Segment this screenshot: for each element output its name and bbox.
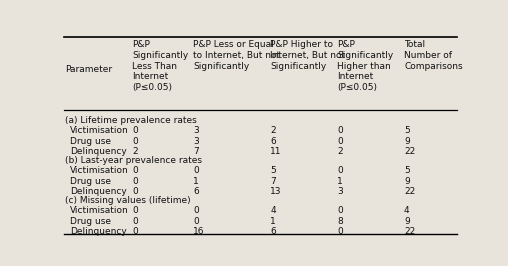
Text: 0: 0 [133,166,138,175]
Text: 2: 2 [133,147,138,156]
Text: 3: 3 [194,137,199,146]
Text: P&P
Significantly
Higher than
Internet
(P≤0.05): P&P Significantly Higher than Internet (… [337,40,393,92]
Text: 13: 13 [270,187,282,196]
Text: 1: 1 [194,177,199,186]
Text: 0: 0 [133,187,138,196]
Text: 4: 4 [270,206,276,215]
Text: 0: 0 [194,217,199,226]
Text: 2: 2 [337,147,343,156]
Text: 0: 0 [194,206,199,215]
Text: 3: 3 [194,126,199,135]
Text: 0: 0 [337,126,343,135]
Text: P&P Higher to
Internet, But not
Significantly: P&P Higher to Internet, But not Signific… [270,40,345,70]
Text: 0: 0 [133,126,138,135]
Text: 2: 2 [270,126,276,135]
Text: Drug use: Drug use [70,177,111,186]
Text: 5: 5 [270,166,276,175]
Text: Victimisation: Victimisation [70,166,129,175]
Text: Victimisation: Victimisation [70,206,129,215]
Text: Parameter: Parameter [66,65,113,74]
Text: 1: 1 [270,217,276,226]
Text: 6: 6 [270,137,276,146]
Text: 0: 0 [337,137,343,146]
Text: Delinquency: Delinquency [70,187,127,196]
Text: 22: 22 [404,227,416,236]
Text: 0: 0 [133,227,138,236]
Text: 4: 4 [404,206,409,215]
Text: P&P Less or Equal
to Internet, But not
Significantly: P&P Less or Equal to Internet, But not S… [194,40,280,70]
Text: 3: 3 [337,187,343,196]
Text: 7: 7 [270,177,276,186]
Text: 0: 0 [133,137,138,146]
Text: Delinquency: Delinquency [70,147,127,156]
Text: (a) Lifetime prevalence rates: (a) Lifetime prevalence rates [66,116,197,125]
Text: 22: 22 [404,187,416,196]
Text: 0: 0 [133,217,138,226]
Text: 8: 8 [337,217,343,226]
Text: 5: 5 [404,126,410,135]
Text: 0: 0 [194,166,199,175]
Text: (b) Last-year prevalence rates: (b) Last-year prevalence rates [66,156,203,165]
Text: 0: 0 [133,177,138,186]
Text: 0: 0 [337,206,343,215]
Text: 5: 5 [404,166,410,175]
Text: 9: 9 [404,177,410,186]
Text: Drug use: Drug use [70,137,111,146]
Text: Total
Number of
Comparisons: Total Number of Comparisons [404,40,463,70]
Text: 22: 22 [404,147,416,156]
Text: 1: 1 [337,177,343,186]
Text: 11: 11 [270,147,282,156]
Text: Drug use: Drug use [70,217,111,226]
Text: 6: 6 [270,227,276,236]
Text: 7: 7 [194,147,199,156]
Text: 9: 9 [404,137,410,146]
Text: Delinquency: Delinquency [70,227,127,236]
Text: Victimisation: Victimisation [70,126,129,135]
Text: 16: 16 [194,227,205,236]
Text: 0: 0 [133,206,138,215]
Text: (c) Missing values (lifetime): (c) Missing values (lifetime) [66,196,191,205]
Text: 0: 0 [337,227,343,236]
Text: 9: 9 [404,217,410,226]
Text: 0: 0 [337,166,343,175]
Text: 6: 6 [194,187,199,196]
Text: P&P
Significantly
Less Than
Internet
(P≤0.05): P&P Significantly Less Than Internet (P≤… [133,40,188,92]
